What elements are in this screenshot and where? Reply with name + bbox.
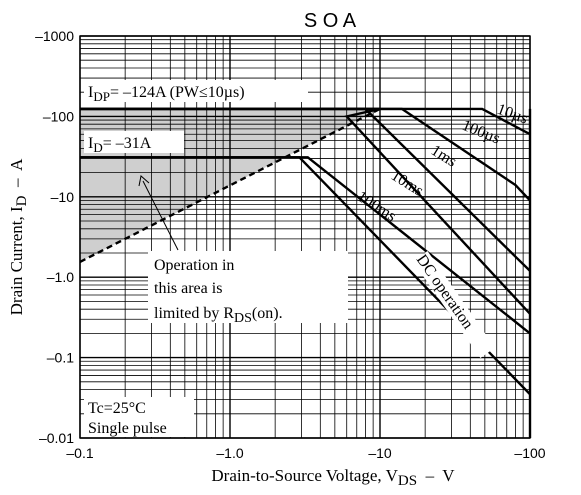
series-10ms bbox=[80, 107, 531, 315]
conditions-pulse: Single pulse bbox=[88, 420, 167, 437]
plot-frame bbox=[79, 35, 531, 439]
x-axis-label-sub: DS bbox=[398, 473, 417, 489]
curve-label-1ms: 1ms bbox=[428, 142, 460, 171]
rds-note-line2: this area is bbox=[154, 280, 222, 297]
x-tick-label: –10 bbox=[368, 445, 392, 461]
x-axis-label-tail: – V bbox=[417, 466, 455, 485]
y-tick-label: –0.1 bbox=[47, 350, 74, 366]
y-tick-label: –0.01 bbox=[39, 430, 74, 446]
rds-note-line3: limited by RDS(on). bbox=[154, 305, 283, 326]
label-idp: IDP= –124A (PW≤10µs) bbox=[84, 80, 308, 104]
conditions-tc: Tc=25°C bbox=[88, 400, 146, 417]
rds-note-bg bbox=[148, 251, 348, 323]
label-id: ID= –31A bbox=[84, 131, 184, 155]
x-tick-label: –0.1 bbox=[66, 445, 93, 461]
rds-note-arrow bbox=[142, 180, 179, 251]
y-tick-label: –10 bbox=[51, 189, 75, 205]
curve-label-100us: 100µs bbox=[460, 117, 503, 148]
y-axis-label-main: Drain Current, I bbox=[7, 206, 26, 315]
label-idp-text: IDP= –124A (PW≤10µs) bbox=[88, 84, 245, 104]
svg-text:100µs: 100µs bbox=[460, 117, 503, 148]
label-idp-bg bbox=[84, 80, 308, 102]
x-tick-label: –1.0 bbox=[216, 445, 243, 461]
x-tick-labels: –0.1 –1.0 –10 –100 bbox=[66, 445, 545, 461]
y-axis-label: Drain Current, ID – A bbox=[7, 158, 30, 315]
conditions-note: Tc=25°C Single pulse bbox=[84, 397, 194, 437]
y-axis-label-sub: D bbox=[14, 195, 30, 206]
chart-title: S O A bbox=[304, 10, 357, 32]
label-id-bg bbox=[84, 131, 184, 153]
rds-note-line1: Operation in bbox=[154, 257, 234, 274]
series-r-ds-on-limit bbox=[79, 107, 381, 263]
y-tick-label: –1000 bbox=[35, 28, 74, 44]
svg-text:1ms: 1ms bbox=[428, 142, 460, 171]
y-tick-labels: –1000 –100 –10 –1.0 –0.1 –0.01 bbox=[35, 28, 74, 446]
rds-note-arrowhead bbox=[138, 175, 150, 187]
x-axis-label: Drain-to-Source Voltage, VDS – V bbox=[211, 466, 455, 489]
x-tick-label: –100 bbox=[514, 445, 545, 461]
y-tick-label: –100 bbox=[43, 108, 74, 124]
y-tick-label: –1.0 bbox=[47, 269, 74, 285]
svg-text:DC operation: DC operation bbox=[413, 252, 477, 333]
conditions-bg bbox=[84, 397, 194, 437]
y-axis-label-tail: – A bbox=[7, 158, 26, 196]
x-axis-label-main: Drain-to-Source Voltage, V bbox=[211, 466, 398, 485]
rds-note: Operation in this area is limited by RDS… bbox=[148, 251, 348, 326]
label-id-text: ID= –31A bbox=[88, 135, 152, 155]
